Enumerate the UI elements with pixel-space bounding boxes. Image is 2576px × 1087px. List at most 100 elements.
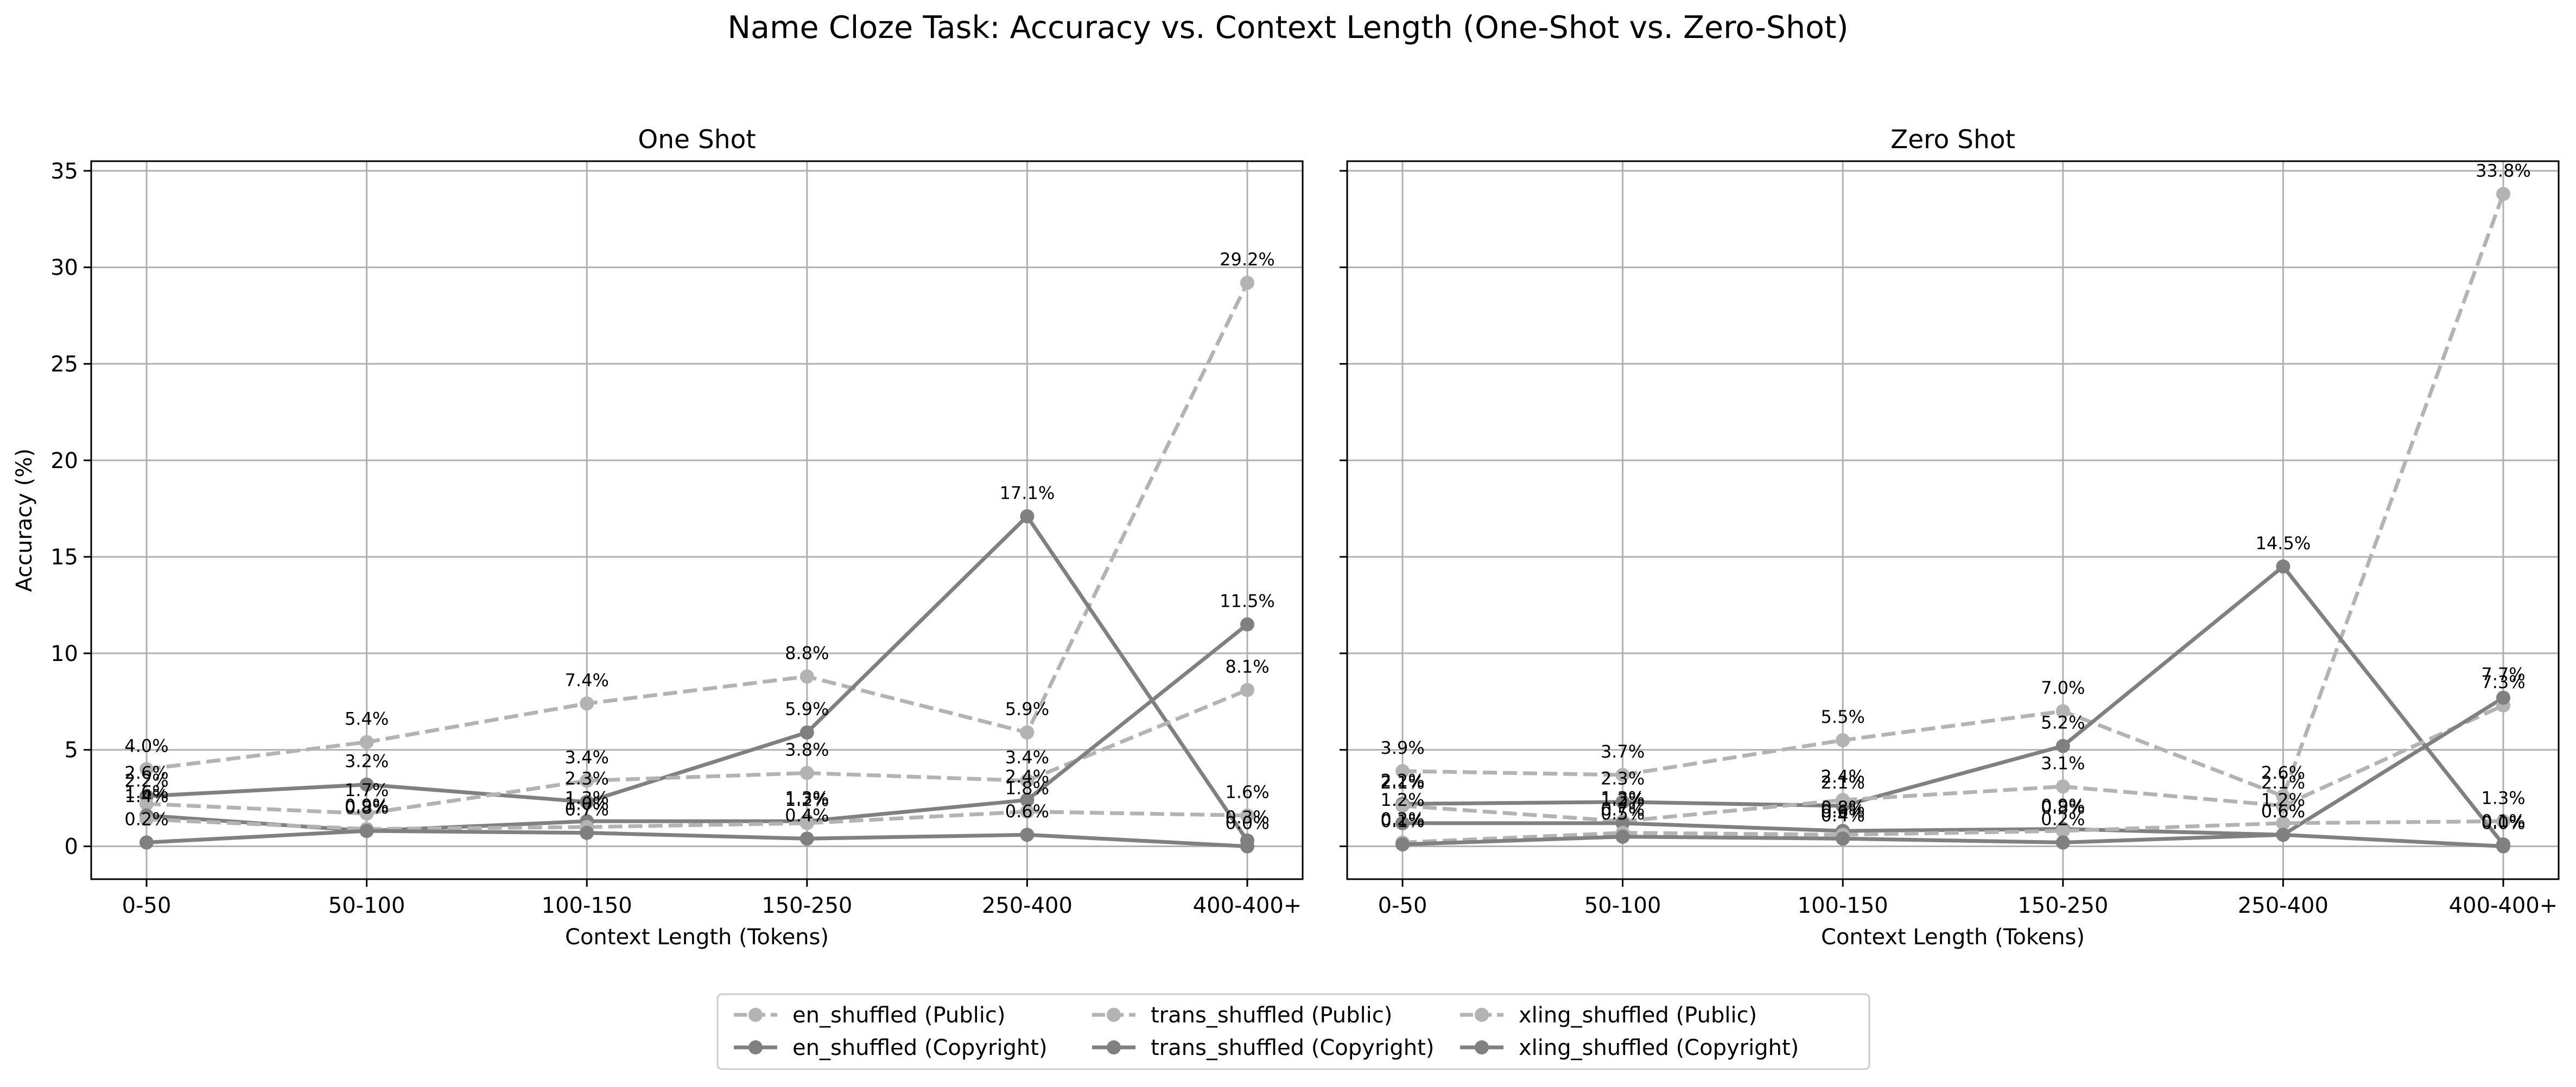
legend-swatch-marker bbox=[1107, 1008, 1121, 1022]
zero-shot-data-label: 2.1% bbox=[2261, 772, 2305, 793]
legend-swatch-marker bbox=[1475, 1040, 1489, 1054]
zero-shot-point-en-shuffled-public bbox=[2276, 789, 2291, 804]
zero-shot-point-trans-shuffled-public bbox=[2276, 798, 2291, 813]
legend-swatch-marker bbox=[1107, 1040, 1121, 1054]
zero-shot-series-trans-shuffled-copyright bbox=[1403, 696, 2504, 837]
zero-shot-data-label: 0.1% bbox=[1380, 811, 1424, 831]
one-shot-title: One Shot bbox=[638, 125, 756, 155]
zero-shot-axes-frame bbox=[1346, 160, 2560, 880]
one-shot-point-trans-shuffled-public bbox=[1020, 773, 1035, 788]
one-shot-ylabel: Accuracy (%) bbox=[12, 448, 37, 592]
zero-shot-data-label: 0.7% bbox=[1601, 799, 1645, 820]
zero-shot-point-trans-shuffled-copyright bbox=[2496, 690, 2510, 705]
one-shot-data-label: 29.2% bbox=[1220, 249, 1275, 270]
one-shot-xtick-label: 0-50 bbox=[122, 893, 172, 918]
one-shot-data-label: 1.4% bbox=[124, 786, 168, 806]
one-shot-data-label: 1.8% bbox=[1005, 778, 1049, 799]
one-shot-point-en-shuffled-public bbox=[1020, 725, 1035, 740]
zero-shot-data-label: 0.0% bbox=[2481, 813, 2525, 834]
one-shot-point-trans-shuffled-public bbox=[1240, 683, 1254, 697]
one-shot-ytick-label: 5 bbox=[65, 738, 78, 763]
one-shot-xtick-label: 250-400 bbox=[982, 893, 1073, 918]
one-shot-series-en-shuffled-public bbox=[146, 282, 1249, 771]
panel-one-shot: 4.0% 5.4% 7.4% 8.8% 5.9% 29.2% 2.6% 3.2% 2.3% 5.9… bbox=[12, 125, 1304, 950]
zero-shot-data-label: 33.8% bbox=[2476, 160, 2531, 181]
one-shot-ytick-label: 25 bbox=[50, 352, 78, 377]
legend-label: trans_shuffled (Copyright) bbox=[1151, 1035, 1434, 1060]
zero-shot-data-label: 2.6% bbox=[2261, 762, 2305, 783]
one-shot-data-label: 2.6% bbox=[124, 762, 168, 783]
one-shot-data-label: 8.1% bbox=[1225, 656, 1269, 677]
one-shot-data-label: 0.0% bbox=[1225, 813, 1269, 834]
one-shot-data-label: 11.5% bbox=[1220, 591, 1275, 612]
one-shot-data-label: 1.2% bbox=[785, 790, 829, 810]
one-shot-series-xling-shuffled-public bbox=[146, 810, 1248, 831]
one-shot-point-en-shuffled-copyright bbox=[359, 777, 374, 792]
zero-shot-point-trans-shuffled-copyright bbox=[1395, 816, 1410, 830]
one-shot-point-trans-shuffled-public bbox=[800, 766, 814, 780]
one-shot-data-label: 3.8% bbox=[785, 739, 829, 760]
one-shot-series-trans-shuffled-copyright bbox=[146, 622, 1249, 833]
one-shot-data-label: 3.4% bbox=[565, 747, 609, 768]
one-shot-data-label: 1.6% bbox=[124, 782, 168, 803]
zero-shot-data-label: 0.8% bbox=[1821, 797, 1865, 818]
one-shot-series-trans-shuffled-public bbox=[146, 688, 1248, 816]
zero-shot-point-xling-shuffled-copyright bbox=[2496, 839, 2510, 854]
one-shot-point-en-shuffled-copyright bbox=[1020, 509, 1035, 524]
one-shot-data-label: 1.3% bbox=[565, 787, 609, 808]
zero-shot-point-trans-shuffled-public bbox=[1395, 798, 1410, 813]
zero-shot-xtick-label: 0-50 bbox=[1378, 893, 1427, 918]
legend-label: en_shuffled (Copyright) bbox=[792, 1035, 1048, 1060]
legend-item-xling-shuffled-public: xling_shuffled (Public) bbox=[1460, 1003, 1757, 1028]
one-shot-point-trans-shuffled-public bbox=[580, 773, 594, 788]
one-shot-point-en-shuffled-copyright bbox=[580, 794, 594, 809]
one-shot-data-label: 0.2% bbox=[124, 809, 168, 829]
one-shot-data-label: 0.6% bbox=[1005, 801, 1049, 822]
one-shot-data-label: 0.8% bbox=[345, 797, 389, 818]
one-shot-xlabel: Context Length (Tokens) bbox=[565, 925, 829, 950]
one-shot-data-label: 2.3% bbox=[565, 768, 609, 789]
zero-shot-series-trans-shuffled-public bbox=[1402, 703, 2504, 823]
one-shot-data-label: 0.9% bbox=[345, 796, 389, 816]
zero-shot-point-en-shuffled-public bbox=[2496, 187, 2510, 201]
zero-shot-data-label: 1.2% bbox=[1380, 790, 1424, 810]
zero-shot-data-label: 0.2% bbox=[1380, 809, 1424, 829]
one-shot-point-en-shuffled-public bbox=[139, 762, 154, 777]
zero-shot-point-trans-shuffled-copyright bbox=[1615, 816, 1630, 830]
zero-shot-data-label: 2.1% bbox=[1380, 772, 1424, 793]
one-shot-xtick-label: 400-400+ bbox=[1193, 893, 1302, 918]
one-shot-data-label: 5.9% bbox=[785, 699, 829, 720]
zero-shot-point-trans-shuffled-public bbox=[1836, 793, 1850, 808]
zero-shot-data-label: 3.7% bbox=[1601, 741, 1645, 762]
one-shot-data-label: 8.8% bbox=[785, 643, 829, 664]
zero-shot-point-xling-shuffled-copyright bbox=[1395, 837, 1410, 851]
zero-shot-point-xling-shuffled-copyright bbox=[1836, 831, 1850, 846]
one-shot-point-xling-shuffled-copyright bbox=[580, 825, 594, 840]
one-shot-point-xling-shuffled-public bbox=[1020, 804, 1035, 819]
zero-shot-data-label: 7.3% bbox=[2481, 672, 2525, 692]
one-shot-point-xling-shuffled-public bbox=[139, 812, 154, 827]
one-shot-point-xling-shuffled-copyright bbox=[800, 831, 814, 846]
one-shot-data-label: 4.0% bbox=[124, 735, 168, 756]
one-shot-point-en-shuffled-copyright bbox=[800, 725, 814, 740]
legend: en_shuffled (Public) en_shuffled (Copyrig… bbox=[716, 993, 1870, 1070]
zero-shot-data-label: 1.3% bbox=[2481, 787, 2525, 808]
one-shot-point-trans-shuffled-public bbox=[139, 797, 154, 811]
zero-shot-data-label: 1.2% bbox=[1601, 790, 1645, 810]
one-shot-ytick-label: 30 bbox=[50, 256, 78, 281]
zero-shot-series-xling-shuffled-copyright bbox=[1402, 832, 2504, 849]
one-shot-point-en-shuffled-public bbox=[1240, 276, 1254, 290]
one-shot-axes-frame bbox=[90, 160, 1304, 880]
zero-shot-data-label: 7.0% bbox=[2041, 678, 2085, 698]
zero-shot-point-xling-shuffled-copyright bbox=[2055, 835, 2070, 850]
zero-shot-data-label: 5.2% bbox=[2041, 713, 2085, 733]
one-shot-series-en-shuffled-copyright bbox=[146, 514, 1249, 842]
one-shot-data-label: 1.3% bbox=[785, 787, 829, 808]
one-shot-point-xling-shuffled-public bbox=[1240, 808, 1254, 823]
one-shot-point-xling-shuffled-copyright bbox=[139, 835, 154, 850]
zero-shot-point-xling-shuffled-copyright bbox=[2276, 828, 2291, 842]
zero-shot-point-trans-shuffled-public bbox=[2055, 779, 2070, 794]
zero-shot-data-label: 2.1% bbox=[1821, 772, 1865, 793]
legend-item-trans-shuffled-public: trans_shuffled (Public) bbox=[1092, 1003, 1392, 1028]
